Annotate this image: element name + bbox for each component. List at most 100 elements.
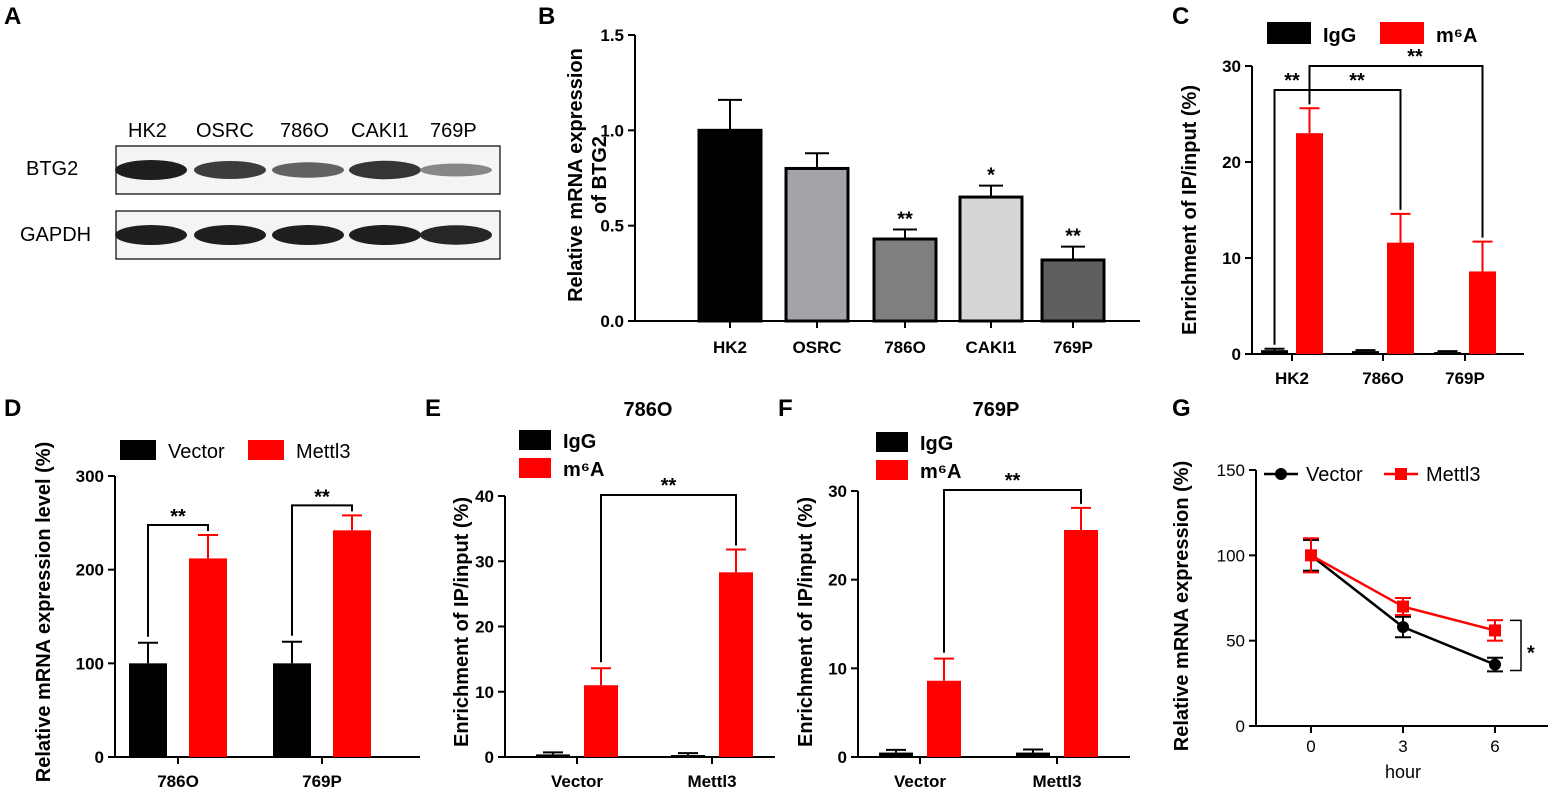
y-tick-label: 0 [1236,717,1245,736]
lane-label-769p: 769P [430,120,477,142]
legend-swatch-series2 [876,460,908,480]
bar-786o-series2 [1387,242,1414,354]
bar-osrc [784,166,850,323]
x-tick-label: Mettl3 [687,772,736,791]
bar-mettl3-series2 [719,572,753,757]
bar-hk2-series2 [1296,133,1323,354]
blot-band [194,225,266,245]
b-ylabel-line1: Relative mRNA expression [565,48,587,302]
legend-swatch-series2 [1380,22,1424,44]
e-ylabel: Enrichment of IP/input (%) [451,497,473,747]
row-label-gapdh: GAPDH [20,224,91,246]
bar-vector-series2 [584,685,618,757]
legend-label: m⁶A [920,461,961,483]
significance-star: ** [897,208,913,230]
chart-g: 0 50 100 150 0 3 6 Vector Mettl3 * [1217,461,1548,756]
significance-star: ** [1407,46,1423,68]
panel-label-g: G [1172,395,1191,422]
bar-hk2 [697,128,763,323]
blot-band [420,225,492,245]
legend-label: m⁶A [1436,25,1477,47]
bracket-hk2-769p [1308,65,1484,238]
legend-swatch-series2 [248,440,284,460]
legend-label: Vector [1306,464,1363,486]
y-tick-label: 300 [76,467,104,486]
panel-label-e: E [425,395,441,422]
legend-swatch-series1 [876,432,908,452]
y-tick-label: 20 [475,618,494,637]
significance-star: ** [1349,70,1365,92]
x-tick-label: OSRC [792,338,841,357]
y-tick-label: 10 [828,659,847,678]
y-tick-label: 150 [1217,461,1245,480]
blot-band [115,225,187,245]
chart-b: 0.0 0.5 1.0 1.5 HK2 OSRC 786O ** CAKI1 * 769P ** [600,26,1140,357]
lane-label-786o: 786O [280,120,329,142]
bracket [943,489,1082,653]
bar-786o-series1 [1352,351,1379,354]
data-point-vector [1489,658,1501,671]
panel-label-c: C [1172,3,1189,30]
panel-label-d: D [4,395,21,422]
y-tick-label: 0 [95,748,104,767]
bar-769p-series2 [1469,271,1496,354]
x-tick-label: 769P [1053,338,1093,357]
bar-mettl3-series2 [1064,530,1098,757]
y-tick-label: 30 [475,552,494,571]
legend-marker-vector [1275,468,1287,480]
bar-769p-series1 [1434,352,1461,354]
chart-c: 0 10 20 30 HK2 786O 769P IgG m⁶A ** ** ** [1222,22,1524,388]
blot-band [349,225,421,245]
bar-769p-series1 [273,663,311,757]
x-tick-label: 786O [884,338,926,357]
bar-caki1 [958,195,1024,323]
x-tick-label: 0 [1306,737,1315,756]
bracket [600,494,737,663]
x-tick-label: HK2 [1275,369,1309,388]
y-tick-label: 1.0 [600,121,624,140]
chart-d: 0 100 200 300 786O 769P Vector Mettl3 ** ** [76,440,420,791]
legend-swatch-series1 [120,440,156,460]
lane-label-hk2: HK2 [128,120,167,142]
significance-bracket [1510,619,1522,672]
legend-label: IgG [920,433,953,455]
bracket [291,504,353,636]
y-tick-label: 40 [475,487,494,506]
y-tick-label: 0.0 [600,312,624,331]
significance-star: * [987,165,995,187]
x-tick-label: CAKI1 [965,338,1016,357]
blot-band [272,225,344,245]
blot-band [420,163,492,177]
x-tick-label: 6 [1490,737,1499,756]
bar-vector-series2 [927,680,961,757]
significance-star: ** [1005,470,1021,492]
bracket [147,524,209,637]
bar-786o [872,237,938,323]
data-point-mettl3 [1397,600,1409,613]
panel-label-b: B [538,3,555,30]
x-tick-label: 769P [302,772,342,791]
y-tick-label: 30 [828,482,847,501]
x-tick-label: 3 [1398,737,1407,756]
significance-star: ** [170,506,186,528]
blot-band [272,162,344,178]
y-tick-label: 0.5 [600,217,624,236]
legend-label: IgG [563,431,596,453]
lane-label-caki1: CAKI1 [351,120,409,142]
x-tick-label: Vector [551,772,603,791]
y-tick-label: 20 [828,571,847,590]
x-tick-label: 769P [1445,369,1485,388]
y-tick-label: 100 [1217,546,1245,565]
d-ylabel: Relative mRNA expression level (%) [33,442,55,783]
legend-label: Mettl3 [1426,464,1480,486]
bar-769p [1040,258,1106,323]
panel-label-f: F [778,395,793,422]
bar-769p-series2 [333,530,371,757]
x-tick-label: Vector [894,772,946,791]
y-tick-label: 100 [76,654,104,673]
y-tick-label: 20 [1222,153,1241,172]
lane-label-osrc: OSRC [196,120,254,142]
y-tick-label: 1.5 [600,26,624,45]
bar-mettl3-series1 [671,755,705,757]
e-title: 786O [624,399,673,421]
